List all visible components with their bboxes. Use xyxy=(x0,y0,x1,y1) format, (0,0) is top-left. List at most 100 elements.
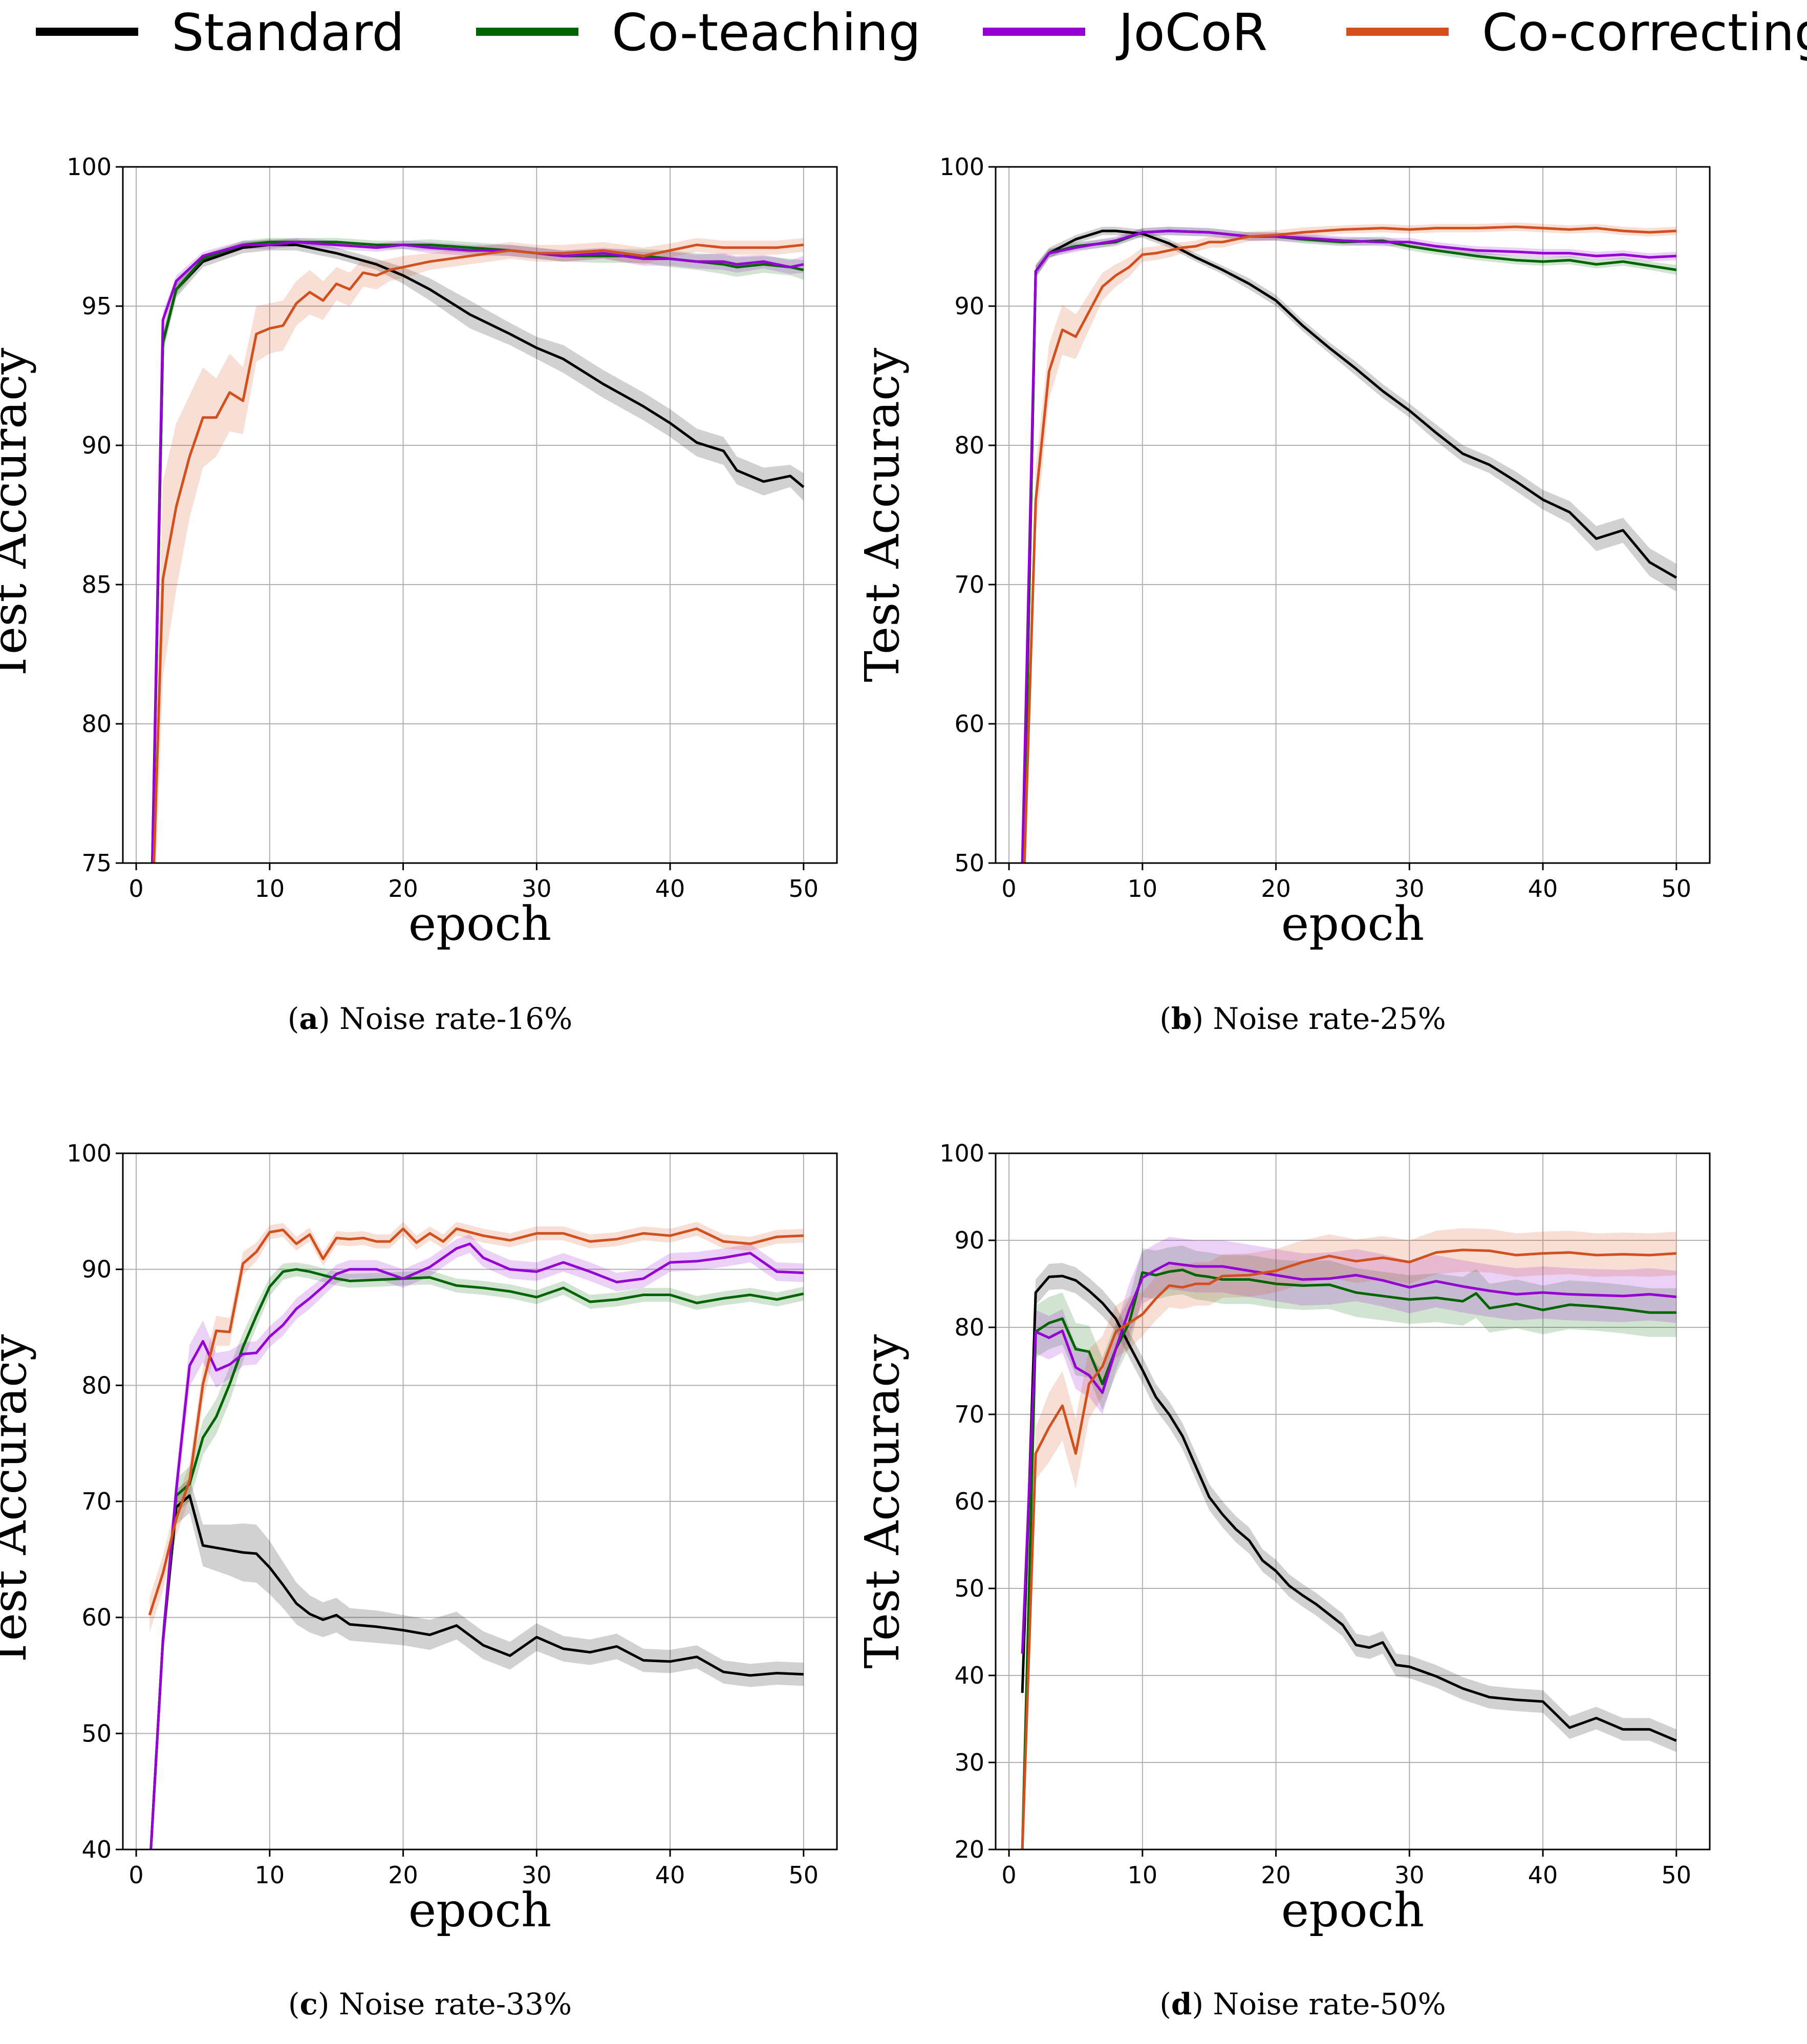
x-tick-label: 30 xyxy=(522,875,552,902)
caption-text: Noise rate-16% xyxy=(339,1001,572,1036)
x-tick-label: 0 xyxy=(128,1861,143,1889)
band-co-teaching xyxy=(1022,1245,1676,1849)
caption-letter: d xyxy=(1171,1987,1192,2021)
y-tick-label: 40 xyxy=(954,1662,984,1689)
line-co-teaching xyxy=(149,1268,804,1849)
caption-paren-close: ) xyxy=(318,1987,339,2021)
y-tick-label: 100 xyxy=(67,1139,112,1167)
y-tick-label: 50 xyxy=(954,1575,984,1602)
x-tick-label: 10 xyxy=(1128,875,1158,902)
legend: Standard Co-teaching JoCoR Co-correcting xyxy=(36,3,1807,62)
plot-area xyxy=(1021,1228,1677,1849)
y-tick-label: 20 xyxy=(954,1836,984,1863)
x-tick-label: 20 xyxy=(388,875,418,902)
panel-b: 0 10 20 30 40 50 50 60 70 80 90 100 epoch Test Accura… xyxy=(855,153,1711,1036)
y-tick-label: 90 xyxy=(954,1227,984,1254)
caption-letter: b xyxy=(1171,1001,1192,1036)
caption-paren-open: ( xyxy=(1159,1001,1171,1036)
y-tick-label: 80 xyxy=(954,432,984,459)
caption-paren-close: ) xyxy=(318,1001,339,1036)
x-tick-label: 20 xyxy=(1261,875,1291,902)
x-tick-label: 20 xyxy=(388,1861,418,1889)
y-tick-label: 80 xyxy=(954,1314,984,1341)
plot-area xyxy=(150,238,805,863)
y-tick-label: 70 xyxy=(954,571,984,598)
y-tick-label: 80 xyxy=(81,710,112,738)
line-standard xyxy=(1021,1275,1677,1742)
y-tick-label: 60 xyxy=(954,1488,984,1515)
x-tick-label: 50 xyxy=(1662,1861,1692,1889)
panel-caption: (b) Noise rate-25% xyxy=(1159,1001,1446,1036)
x-tick-label: 50 xyxy=(1662,875,1692,902)
x-tick-label: 40 xyxy=(655,1861,685,1889)
y-tick-label: 60 xyxy=(954,710,984,738)
line-standard xyxy=(149,1494,804,1849)
y-tick-label: 90 xyxy=(81,432,112,459)
x-tick-label: 50 xyxy=(789,875,819,902)
y-tick-label: 90 xyxy=(81,1256,112,1283)
x-axis-title: epoch xyxy=(408,1883,552,1938)
caption-text: Noise rate-50% xyxy=(1213,1987,1446,2021)
x-tick-label: 30 xyxy=(1394,1861,1425,1889)
caption-letter: a xyxy=(299,1001,318,1036)
band-standard xyxy=(150,1478,804,1849)
line-co-correcting xyxy=(153,243,804,863)
band-jocor xyxy=(1022,1237,1676,1671)
x-tick-label: 40 xyxy=(1528,875,1558,902)
band-standard xyxy=(152,239,804,863)
x-tick-label: 50 xyxy=(789,1861,819,1889)
y-tick-label: 80 xyxy=(81,1371,112,1399)
y-tick-label: 95 xyxy=(81,292,112,320)
axes-frame xyxy=(995,166,1711,864)
x-tick-label: 0 xyxy=(1001,1861,1016,1889)
y-tick-label: 50 xyxy=(954,849,984,877)
x-tick-label: 0 xyxy=(1001,875,1016,902)
plot-area xyxy=(1021,222,1677,863)
y-axis-title: Test Accuracy xyxy=(0,1334,37,1668)
panel-caption: (d) Noise rate-50% xyxy=(1159,1987,1446,2021)
band-standard xyxy=(1023,226,1676,863)
panel-c: 0 10 20 30 40 50 40 50 60 70 80 90 100 epoch Test Accu… xyxy=(0,1139,838,2021)
caption-letter: c xyxy=(300,1987,318,2021)
y-tick-label: 70 xyxy=(954,1401,984,1428)
y-tick-label: 50 xyxy=(81,1719,112,1747)
x-tick-label: 20 xyxy=(1261,1861,1291,1889)
x-tick-label: 10 xyxy=(255,1861,285,1889)
x-tick-label: 30 xyxy=(1394,875,1425,902)
caption-paren-open: ( xyxy=(288,1001,299,1036)
legend-label-jocor: JoCoR xyxy=(1115,3,1267,62)
line-co-teaching xyxy=(1021,1268,1676,1849)
y-tick-label: 100 xyxy=(939,1139,984,1167)
y-axis-title: Test Accuracy xyxy=(855,348,910,682)
band-co-correcting xyxy=(1023,222,1676,863)
panel-caption: (c) Noise rate-33% xyxy=(288,1987,572,2021)
line-co-teaching xyxy=(1022,229,1677,863)
line-jocor xyxy=(150,241,804,863)
caption-paren-open: ( xyxy=(288,1987,300,2021)
y-axis-title: Test Accuracy xyxy=(0,348,37,682)
caption-paren-close: ) xyxy=(1192,1987,1213,2021)
line-jocor xyxy=(149,1242,804,1849)
band-co-teaching xyxy=(1023,226,1676,863)
caption-paren-open: ( xyxy=(1159,1987,1171,2021)
line-jocor xyxy=(1021,1261,1677,1654)
x-axis-title: epoch xyxy=(1281,1883,1425,1938)
panel-d: 0 10 20 30 40 50 20 30 40 50 60 70 80 90 100 epoch Test … xyxy=(855,1139,1711,2021)
y-tick-label: 100 xyxy=(939,153,984,181)
y-tick-label: 85 xyxy=(81,571,112,598)
line-standard xyxy=(151,243,805,863)
x-tick-label: 0 xyxy=(128,875,143,902)
caption-text: Noise rate-33% xyxy=(339,1987,572,2021)
y-tick-label: 30 xyxy=(954,1749,984,1776)
x-tick-label: 10 xyxy=(1128,1861,1158,1889)
caption-text: Noise rate-25% xyxy=(1213,1001,1446,1036)
x-tick-label: 30 xyxy=(522,1861,552,1889)
y-tick-label: 40 xyxy=(81,1836,112,1863)
y-tick-label: 60 xyxy=(81,1604,112,1631)
line-jocor xyxy=(1021,229,1676,863)
y-axis-title: Test Accuracy xyxy=(855,1334,910,1668)
line-co-correcting xyxy=(1023,225,1676,863)
y-tick-label: 90 xyxy=(954,292,984,320)
x-tick-label: 40 xyxy=(1528,1861,1558,1889)
